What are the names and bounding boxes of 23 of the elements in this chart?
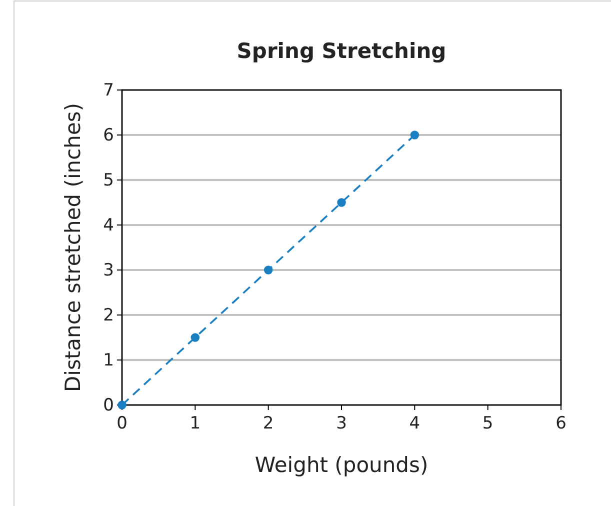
point [337, 198, 346, 207]
point [118, 400, 126, 410]
x-tick-label: 2 [262, 413, 274, 434]
x-tick-label: 5 [482, 413, 494, 434]
y-tick-label: 5 [103, 170, 114, 190]
y-tick-label: 6 [103, 125, 114, 146]
x-tick-label: 4 [409, 413, 420, 434]
y-tick-label: 1 [103, 350, 114, 370]
point [190, 333, 200, 342]
point [410, 130, 420, 140]
y-tick-label: 7 [103, 80, 114, 100]
y-axis-title: Distance stretched (inches) [61, 102, 85, 392]
x-tick-label: 1 [190, 413, 201, 434]
y-tick-label: 0 [103, 395, 114, 416]
chart-title: Spring Stretching [236, 39, 446, 63]
x-axis-title: Weight (pounds) [254, 453, 428, 477]
point [264, 266, 273, 274]
x-tick-label: 3 [336, 413, 347, 434]
y-tick-label: 4 [103, 215, 114, 236]
y-tick-label: 3 [103, 260, 114, 280]
y-tick-label: 2 [103, 305, 114, 326]
x-tick-label: 6 [556, 413, 566, 434]
x-tick-label: 0 [116, 413, 128, 434]
